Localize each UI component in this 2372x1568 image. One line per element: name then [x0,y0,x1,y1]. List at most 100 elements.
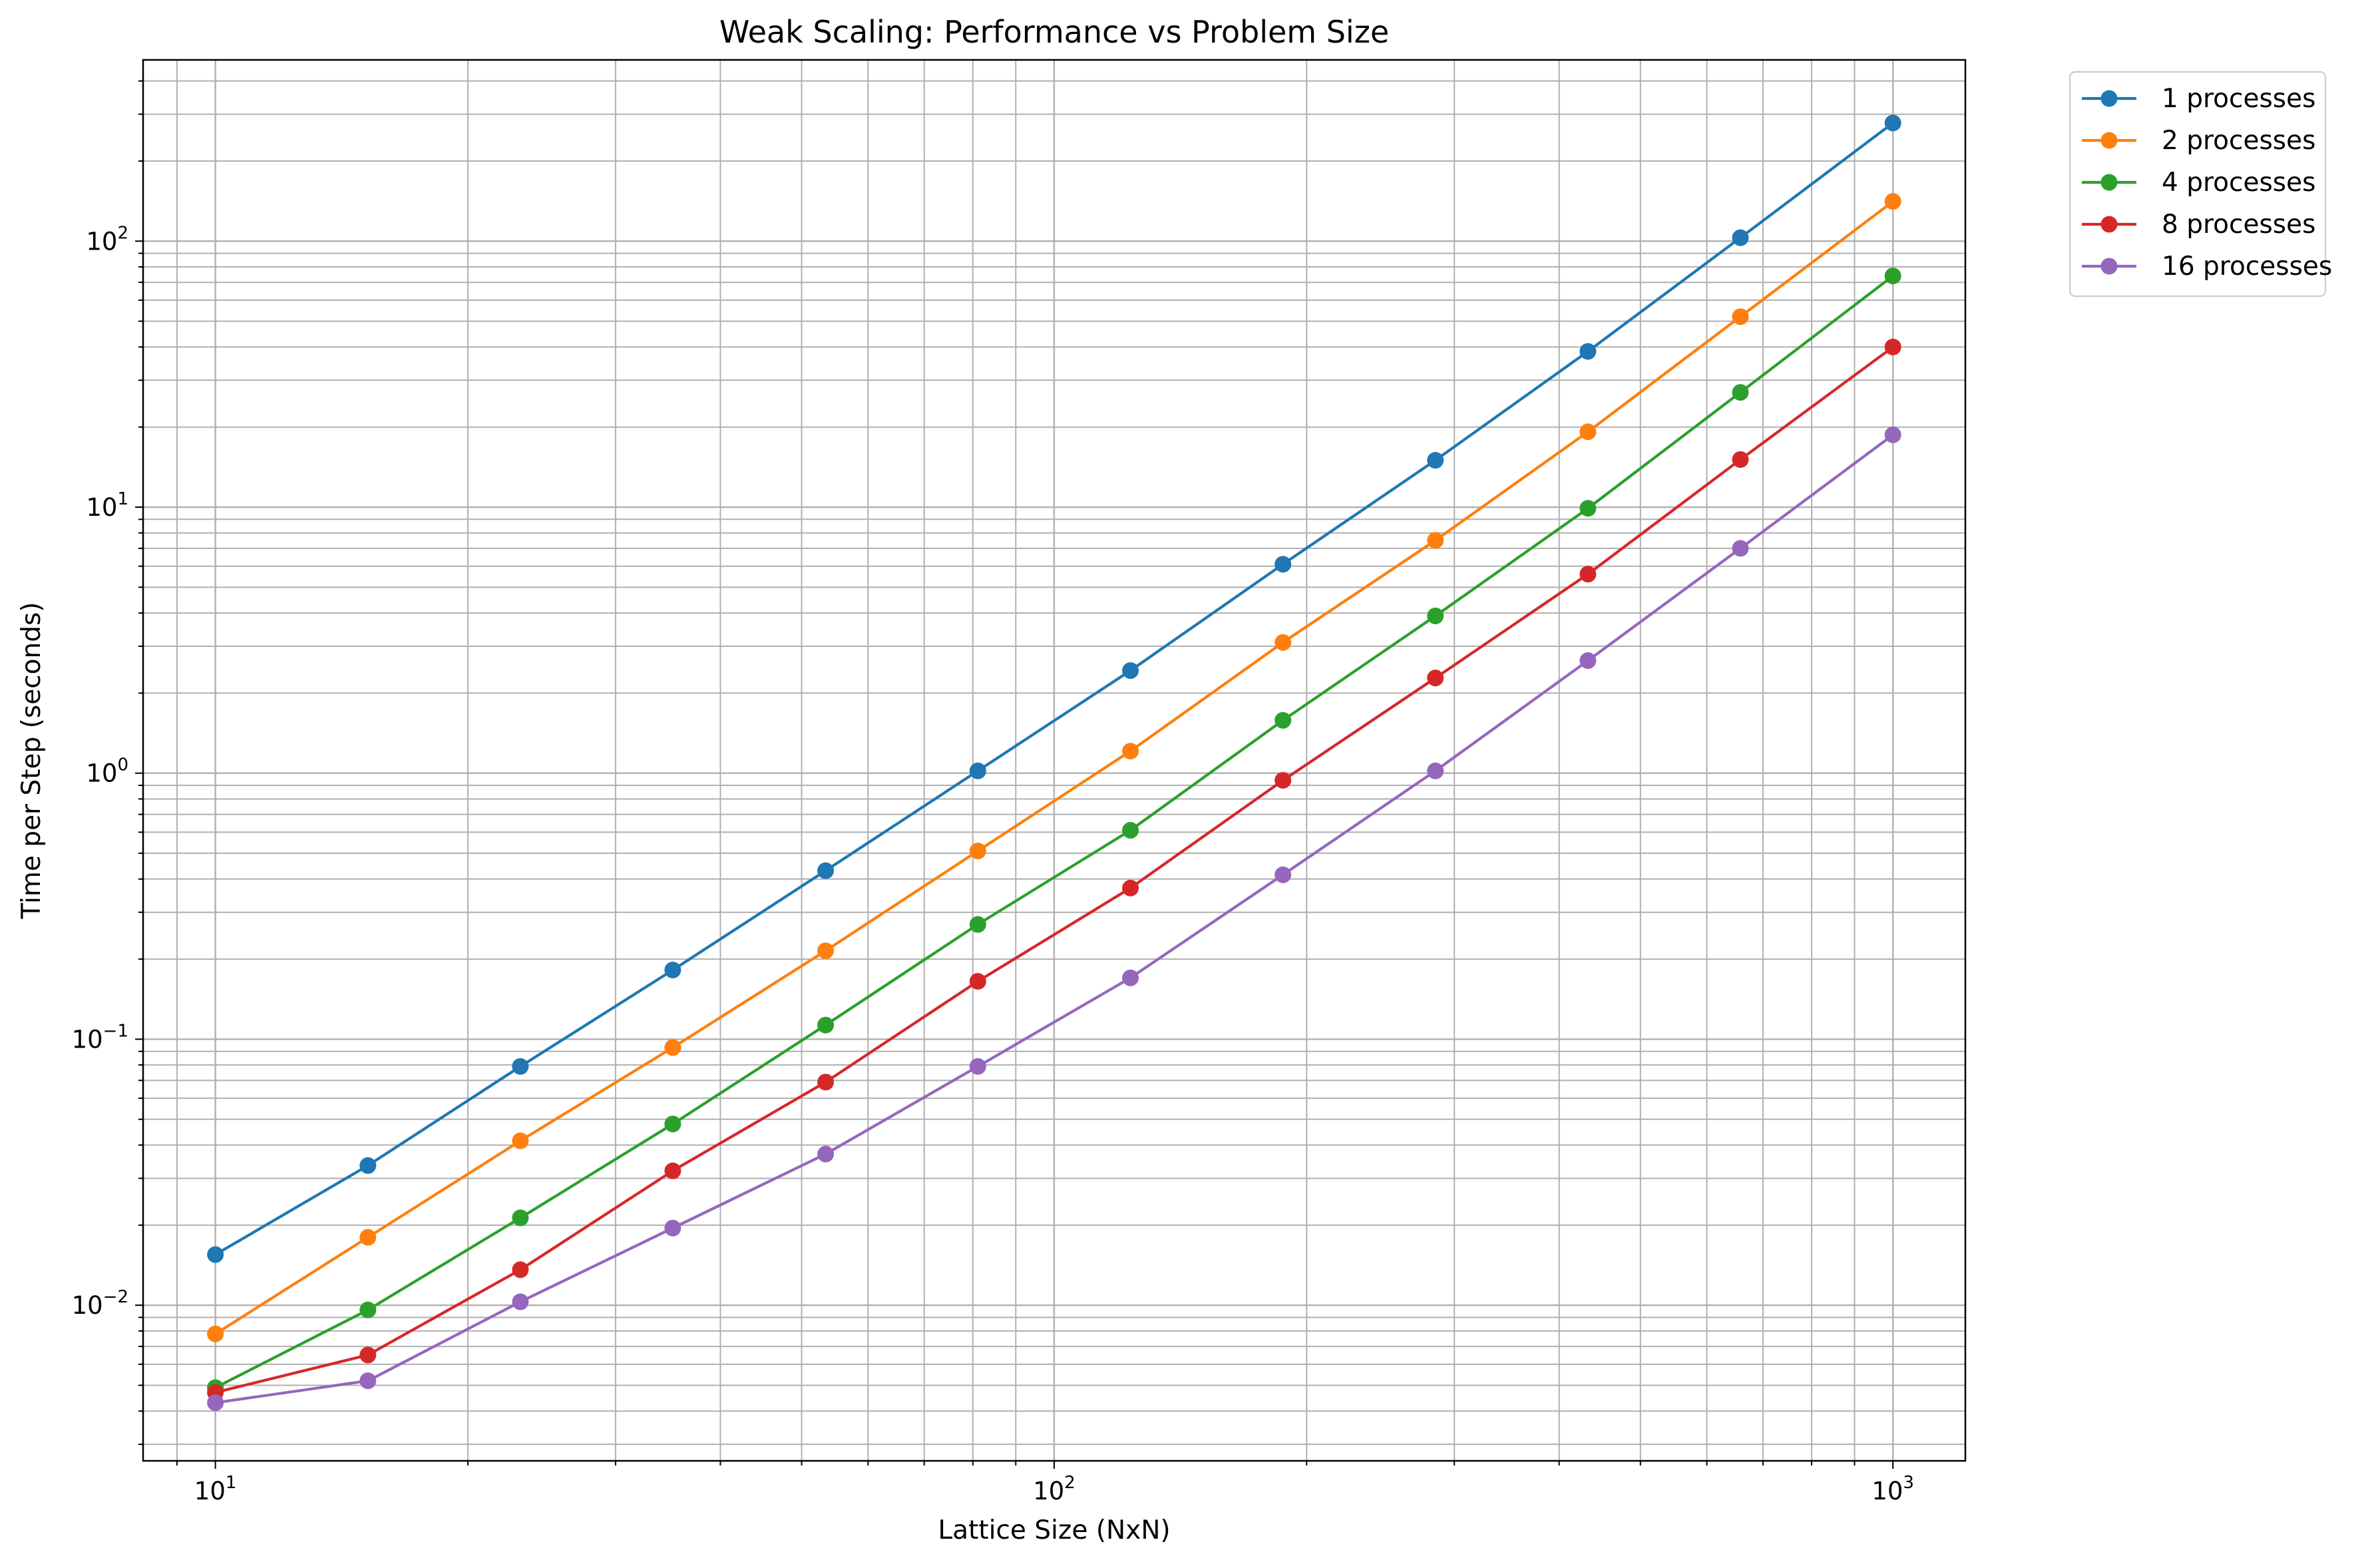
data-point [664,1039,682,1056]
data-point [1275,556,1292,573]
data-point [512,1058,529,1075]
series-line [214,200,1894,1336]
data-point [359,1301,377,1318]
data-point [1732,308,1749,325]
data-point [1732,229,1749,246]
y-tick-label: 100 [86,755,128,788]
data-point [1427,532,1444,549]
data-point [1884,193,1901,210]
data-point [817,1145,835,1163]
data-point [1884,338,1901,355]
data-point [664,961,682,978]
y-tick-label: 102 [86,223,128,256]
legend-label: 8 processes [2162,210,2315,240]
series-line [214,122,1894,1256]
data-point [1122,879,1139,896]
data-point [512,1261,529,1278]
data-point [817,1016,835,1034]
data-point [512,1293,529,1310]
data-point [1122,822,1139,839]
series-1 [207,114,1901,1263]
data-point [969,1058,986,1075]
data-point [664,1219,682,1237]
data-point [969,762,986,779]
data-point [1579,500,1597,517]
data-point [1275,866,1292,883]
legend-item: 1 processes [2082,84,2315,114]
data-point [1275,771,1292,789]
data-point [512,1132,529,1149]
data-point [359,1346,377,1364]
data-point [1427,762,1444,779]
data-point [207,1246,224,1263]
data-point [1122,662,1139,680]
legend-label: 4 processes [2162,168,2315,198]
data-point [207,1325,224,1342]
data-point [1579,343,1597,360]
chart-title: Weak Scaling: Performance vs Problem Siz… [719,14,1389,50]
axes: 101 102 103 10−2 10−1 100 101 102 [72,80,1914,1505]
data-point [664,1115,682,1133]
legend-box [2069,71,2327,297]
series-line [215,345,1894,1394]
legend-swatch-marker [2100,174,2118,191]
legend-swatch-marker [2100,258,2118,275]
data-point [817,862,835,879]
data-point [1884,114,1901,132]
data-point [359,1372,377,1390]
data-point [1275,711,1292,729]
data-point [1579,652,1597,670]
legend-label: 2 processes [2162,126,2315,156]
x-tick-label: 103 [1872,1473,1914,1505]
data-point [817,942,835,960]
plot-frame [142,59,1967,1462]
data-point [1732,451,1749,468]
series-2 [207,193,1901,1342]
legend-swatch-marker [2100,216,2118,233]
data-point [512,1209,529,1227]
data-point [969,916,986,933]
y-axis-label: Time per Step (seconds) [17,602,47,919]
y-tick-label: 10−2 [72,1287,128,1320]
series-3 [207,268,1901,1396]
data-point [1427,607,1444,624]
data-point [1884,268,1901,285]
data-point [1732,540,1749,557]
legend-item: 16 processes [2082,252,2332,282]
legend-label: 1 processes [2162,84,2315,114]
grid-lines [143,60,1965,1461]
series-5 [207,426,1901,1412]
data-point [1427,452,1444,469]
data-point [1732,384,1749,401]
y-tick-label: 101 [86,489,128,522]
x-tick-label: 102 [1033,1473,1076,1505]
y-tick-label: 10−1 [72,1021,128,1054]
data-point [969,843,986,860]
data-point [1122,743,1139,760]
data-point [1275,634,1292,651]
data-point [817,1074,835,1091]
series-line [214,274,1894,1389]
data-point [969,973,986,990]
data-point [359,1229,377,1246]
legend-swatch-marker [2100,132,2118,149]
x-tick-label: 101 [194,1473,237,1505]
series-line [215,433,1894,1404]
data-point [1884,426,1901,443]
data-point [1579,566,1597,583]
legend-swatch-marker [2100,90,2118,107]
data-point [207,1394,224,1412]
legend: 1 processes 2 processes 4 processes 8 proce… [2069,71,2332,297]
data-point [1579,423,1597,441]
data-series [207,114,1901,1412]
legend-item: 8 processes [2082,210,2315,240]
data-point [1427,670,1444,687]
data-point [1122,969,1139,986]
data-point [359,1157,377,1174]
data-point [664,1162,682,1179]
legend-label: 16 processes [2162,252,2332,282]
legend-item: 4 processes [2082,168,2315,198]
legend-item: 2 processes [2082,126,2315,156]
